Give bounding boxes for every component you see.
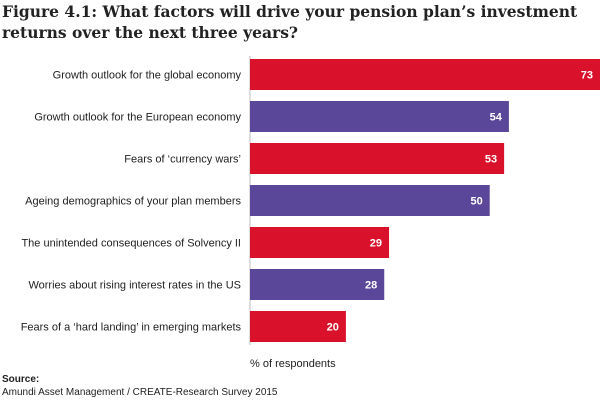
value-label: 50 bbox=[470, 196, 482, 208]
value-label: 20 bbox=[327, 322, 339, 334]
chart-title: Figure 4.1: What factors will drive your… bbox=[2, 2, 578, 42]
value-label: 73 bbox=[581, 70, 593, 82]
bar bbox=[250, 59, 600, 90]
value-label: 29 bbox=[370, 238, 382, 250]
category-label: The unintended consequences of Solvency … bbox=[21, 238, 241, 250]
value-label: 54 bbox=[490, 112, 503, 124]
source-text: Amundi Asset Management / CREATE-Researc… bbox=[2, 387, 278, 398]
category-label: Fears of a ‘hard landing’ in emerging ma… bbox=[21, 322, 242, 334]
category-label: Growth outlook for the European economy bbox=[34, 112, 241, 124]
x-axis-label: % of respondents bbox=[250, 358, 336, 370]
bar bbox=[250, 143, 505, 174]
bar bbox=[250, 269, 385, 300]
value-label: 28 bbox=[365, 280, 377, 292]
bar bbox=[250, 101, 509, 132]
bar bbox=[250, 185, 490, 216]
category-label: Ageing demographics of your plan members bbox=[25, 196, 241, 208]
category-label: Growth outlook for the global economy bbox=[53, 70, 242, 82]
category-label: Fears of ‘currency wars’ bbox=[124, 154, 241, 166]
bar bbox=[250, 227, 390, 258]
value-label: 53 bbox=[485, 154, 497, 166]
category-label: Worries about rising interest rates in t… bbox=[28, 280, 241, 292]
source-heading: Source: bbox=[2, 374, 40, 385]
bar bbox=[250, 311, 346, 342]
